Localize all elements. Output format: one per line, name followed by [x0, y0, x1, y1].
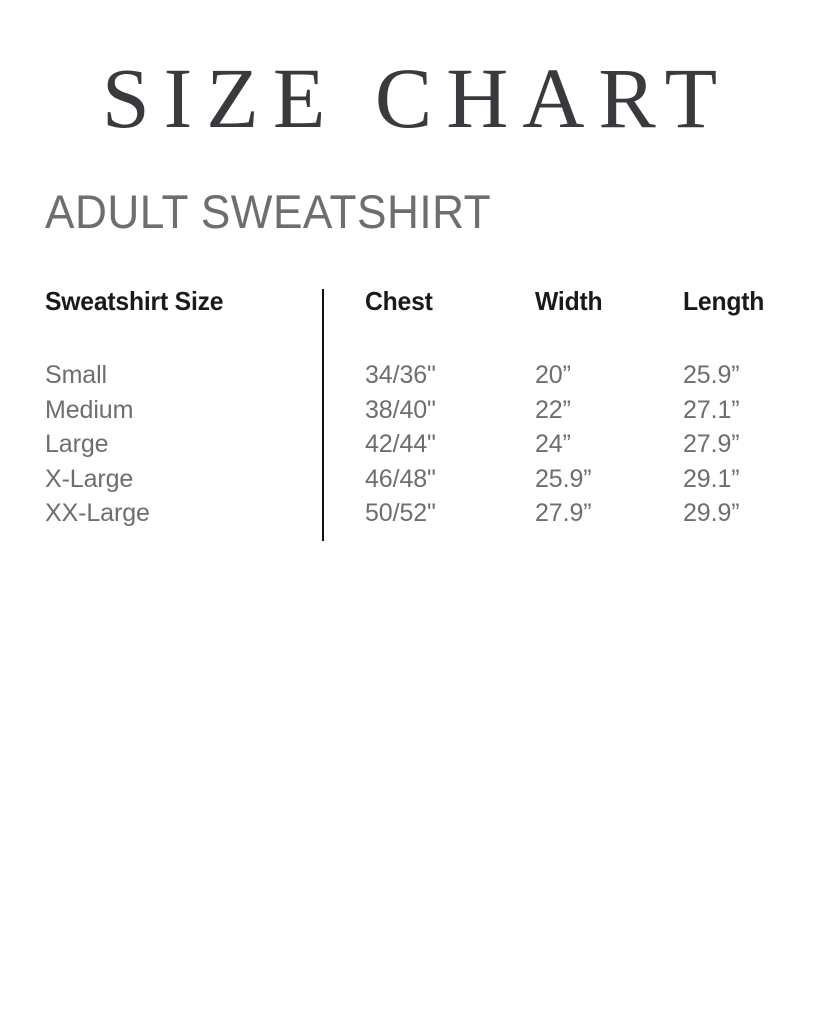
table-vertical-divider: [322, 289, 324, 541]
garment-illustrations: [0, 596, 819, 926]
table-cell-chest: 34/36": [365, 361, 436, 389]
table-cell-width: 25.9”: [535, 464, 592, 493]
table-cell-width: 22”: [535, 395, 571, 424]
column-header-width: Width: [535, 286, 603, 316]
column-values-length: 25.9” 27.1” 27.9” 29.1” 29.9”: [683, 358, 740, 531]
table-cell-width: 27.9”: [535, 499, 592, 527]
column-values-chest: 34/36" 38/40" 42/44" 46/48" 50/52": [365, 358, 436, 531]
table-cell-size: Large: [45, 430, 109, 458]
table-cell-size: Small: [45, 361, 108, 389]
table-cell-size: Medium: [45, 395, 134, 424]
page-title: SIZE CHART: [101, 50, 732, 146]
table-cell-size: X-Large: [45, 464, 134, 493]
column-values-size: Small Medium Large X-Large XX-Large: [45, 358, 150, 531]
page-subtitle: ADULT SWEATSHIRT: [45, 185, 492, 238]
table-cell-size: XX-Large: [45, 499, 150, 527]
table-cell-length: 29.9”: [683, 499, 740, 527]
column-values-width: 20” 22” 24” 25.9” 27.9”: [535, 358, 592, 531]
table-cell-length: 29.1”: [683, 464, 740, 493]
table-cell-length: 27.9”: [683, 430, 740, 458]
table-cell-chest: 46/48": [365, 464, 436, 493]
column-header-size: Sweatshirt Size: [45, 286, 224, 316]
table-cell-width: 24”: [535, 430, 571, 458]
table-cell-length: 27.1”: [683, 395, 740, 424]
table-cell-chest: 38/40": [365, 395, 436, 424]
table-cell-length: 25.9”: [683, 361, 740, 389]
table-cell-chest: 42/44": [365, 430, 436, 458]
size-table: Sweatshirt Size Chest Width Length Small…: [0, 286, 819, 552]
table-cell-chest: 50/52": [365, 499, 436, 527]
column-header-length: Length: [683, 286, 765, 316]
table-cell-width: 20”: [535, 361, 571, 389]
column-header-chest: Chest: [365, 286, 433, 316]
